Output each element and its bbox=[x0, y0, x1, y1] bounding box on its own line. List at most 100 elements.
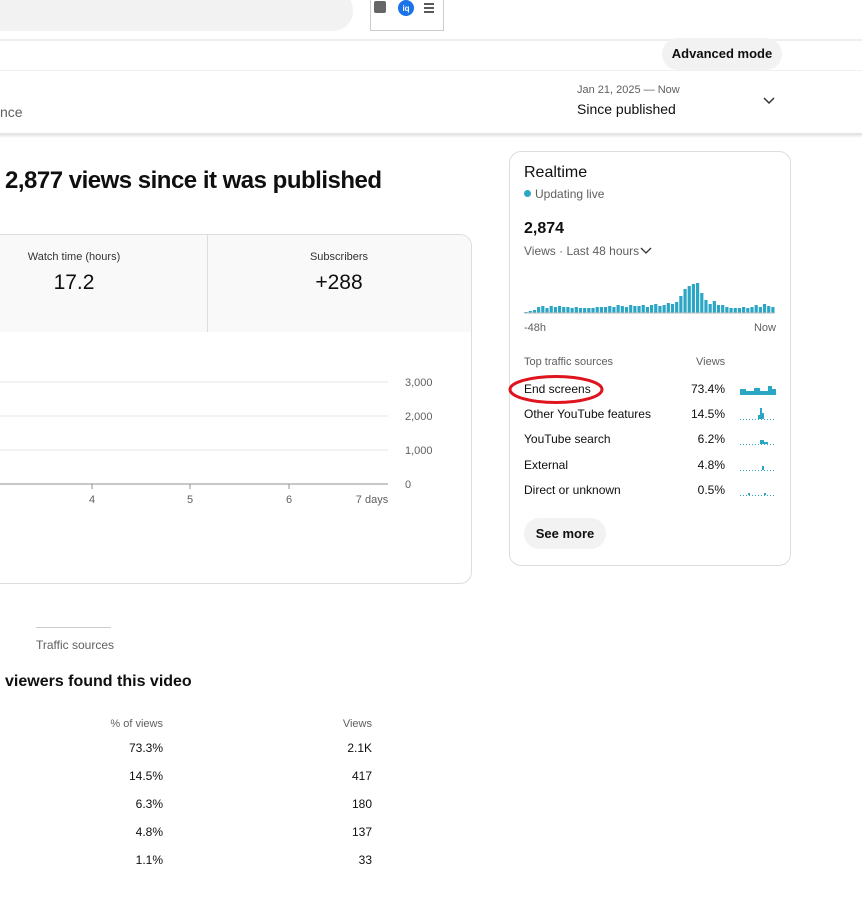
advanced-mode-button[interactable] bbox=[662, 38, 782, 70]
sparkline-bar bbox=[687, 286, 691, 313]
sparkline-bar bbox=[599, 307, 603, 313]
source-name[interactable]: YouTube search bbox=[524, 432, 611, 446]
column-header: Views bbox=[342, 718, 372, 730]
metrics-header bbox=[0, 235, 471, 332]
source-name[interactable]: End screens bbox=[524, 382, 591, 396]
divider bbox=[0, 133, 862, 135]
percent-cell: 1.1% bbox=[135, 853, 163, 867]
source-share: 73.4% bbox=[690, 382, 725, 396]
sparkline-bar bbox=[762, 304, 767, 313]
sparkline-bar bbox=[662, 305, 666, 313]
sparkline-bar bbox=[708, 304, 712, 313]
source-sparkline bbox=[740, 493, 776, 496]
advanced-mode-label[interactable]: Advanced mode bbox=[671, 46, 773, 61]
sparkline-bar bbox=[587, 308, 591, 313]
source-share: 14.5% bbox=[690, 407, 725, 421]
y-axis-label: 1,000 bbox=[405, 445, 433, 457]
sparkline-bar bbox=[700, 293, 704, 313]
sparkline-bar bbox=[729, 308, 733, 313]
traffic-tab[interactable]: Traffic sources bbox=[36, 638, 115, 652]
sparkline-bar bbox=[545, 308, 549, 313]
mini-shape bbox=[748, 493, 766, 495]
sparkline-bar bbox=[637, 306, 641, 313]
views-cell: 180 bbox=[351, 797, 372, 811]
highlight-ellipse bbox=[508, 375, 604, 404]
sparkline-bar bbox=[620, 306, 624, 313]
sparkline-bar bbox=[742, 307, 746, 313]
sparkline-bar bbox=[641, 305, 645, 313]
sparkline-bar bbox=[670, 304, 675, 313]
sparkline-bar bbox=[658, 306, 662, 313]
source-name[interactable]: Direct or unknown bbox=[524, 483, 621, 497]
views-cell: 33 bbox=[358, 853, 372, 867]
source-share: 4.8% bbox=[697, 458, 725, 472]
analytics-icon[interactable] bbox=[374, 1, 386, 13]
sparkline-bar bbox=[566, 307, 570, 313]
live-dot bbox=[524, 190, 531, 197]
realtime-card bbox=[509, 151, 791, 566]
y-axis-label: 2,000 bbox=[405, 411, 433, 423]
badge-icon[interactable] bbox=[398, 0, 414, 16]
sparkline-bar bbox=[603, 307, 608, 313]
sparkline-bar bbox=[650, 305, 654, 313]
sparkline-bar bbox=[696, 283, 700, 313]
realtime-title: Realtime bbox=[524, 164, 588, 181]
source-name[interactable]: Other YouTube features bbox=[524, 407, 651, 421]
views-chart: 3,000 2,000 1,000 0 4 5 6 7 days bbox=[0, 377, 433, 506]
metric-label[interactable]: Subscribers bbox=[309, 251, 369, 263]
sparkline-bar bbox=[537, 307, 541, 313]
sparkline-bar bbox=[608, 306, 612, 313]
menu-icon[interactable] bbox=[424, 3, 434, 13]
realtime-status: Updating live bbox=[535, 187, 605, 201]
see-more-button[interactable] bbox=[524, 518, 606, 549]
sparkline-bar bbox=[532, 310, 537, 313]
see-more-label[interactable]: See more bbox=[535, 526, 595, 541]
percent-cell: 73.3% bbox=[128, 741, 163, 755]
metric-value[interactable]: 17.2 bbox=[53, 271, 95, 294]
sparkline-bar bbox=[624, 307, 629, 313]
sparkline-bar bbox=[721, 305, 725, 313]
metrics-card bbox=[0, 234, 472, 584]
realtime-metric[interactable]: Views · Last 48 hours bbox=[524, 244, 640, 258]
metric-label[interactable]: Watch time (hours) bbox=[27, 251, 121, 263]
sparkline-bar bbox=[645, 307, 649, 313]
sparkline-bar bbox=[557, 306, 562, 313]
headline: 2,877 views since it was published bbox=[5, 167, 382, 194]
search-box[interactable] bbox=[0, 0, 353, 31]
sparkline-bar bbox=[549, 306, 553, 313]
sparkline-bar bbox=[654, 304, 658, 313]
column-header: % of views bbox=[110, 718, 163, 730]
period[interactable]: Since published bbox=[577, 101, 676, 117]
mini-shape bbox=[760, 440, 768, 444]
x-axis-label: 5 bbox=[187, 494, 193, 506]
realtime-count: 2,874 bbox=[524, 220, 565, 237]
divider bbox=[0, 70, 862, 71]
sparkline-bar bbox=[691, 284, 696, 313]
percent-cell: 6.3% bbox=[135, 797, 163, 811]
sparkline-bar bbox=[591, 308, 595, 313]
divider bbox=[207, 235, 208, 332]
tab-label[interactable]: nce bbox=[0, 104, 23, 120]
dropdown-chevron[interactable] bbox=[762, 96, 776, 106]
source-name[interactable]: External bbox=[524, 458, 569, 472]
sparkline-bar bbox=[754, 305, 758, 313]
y-axis-label: 3,000 bbox=[405, 377, 433, 389]
date-range[interactable]: Jan 21, 2025 — Now bbox=[577, 84, 680, 96]
sparkline-bar bbox=[574, 307, 578, 313]
metric-chevron[interactable] bbox=[640, 246, 652, 255]
sparkline-bar bbox=[612, 307, 616, 313]
extension-toolbar: iq bbox=[370, 0, 444, 31]
metric-value[interactable]: +288 bbox=[315, 271, 363, 294]
sources-header: Top traffic sources bbox=[524, 356, 614, 368]
sparkline-bar bbox=[583, 308, 587, 313]
sparkline-bar bbox=[758, 307, 762, 313]
percent-cell: 14.5% bbox=[128, 769, 163, 783]
source-sparkline bbox=[740, 466, 776, 471]
sparkline-bar bbox=[616, 305, 620, 313]
badge-text: iq bbox=[402, 4, 409, 13]
views-header: Views bbox=[696, 356, 726, 368]
sparkline-bar bbox=[595, 307, 599, 313]
sparkline-bar bbox=[746, 308, 750, 313]
mini-shape bbox=[758, 408, 764, 419]
sparkline-bar bbox=[629, 305, 633, 313]
